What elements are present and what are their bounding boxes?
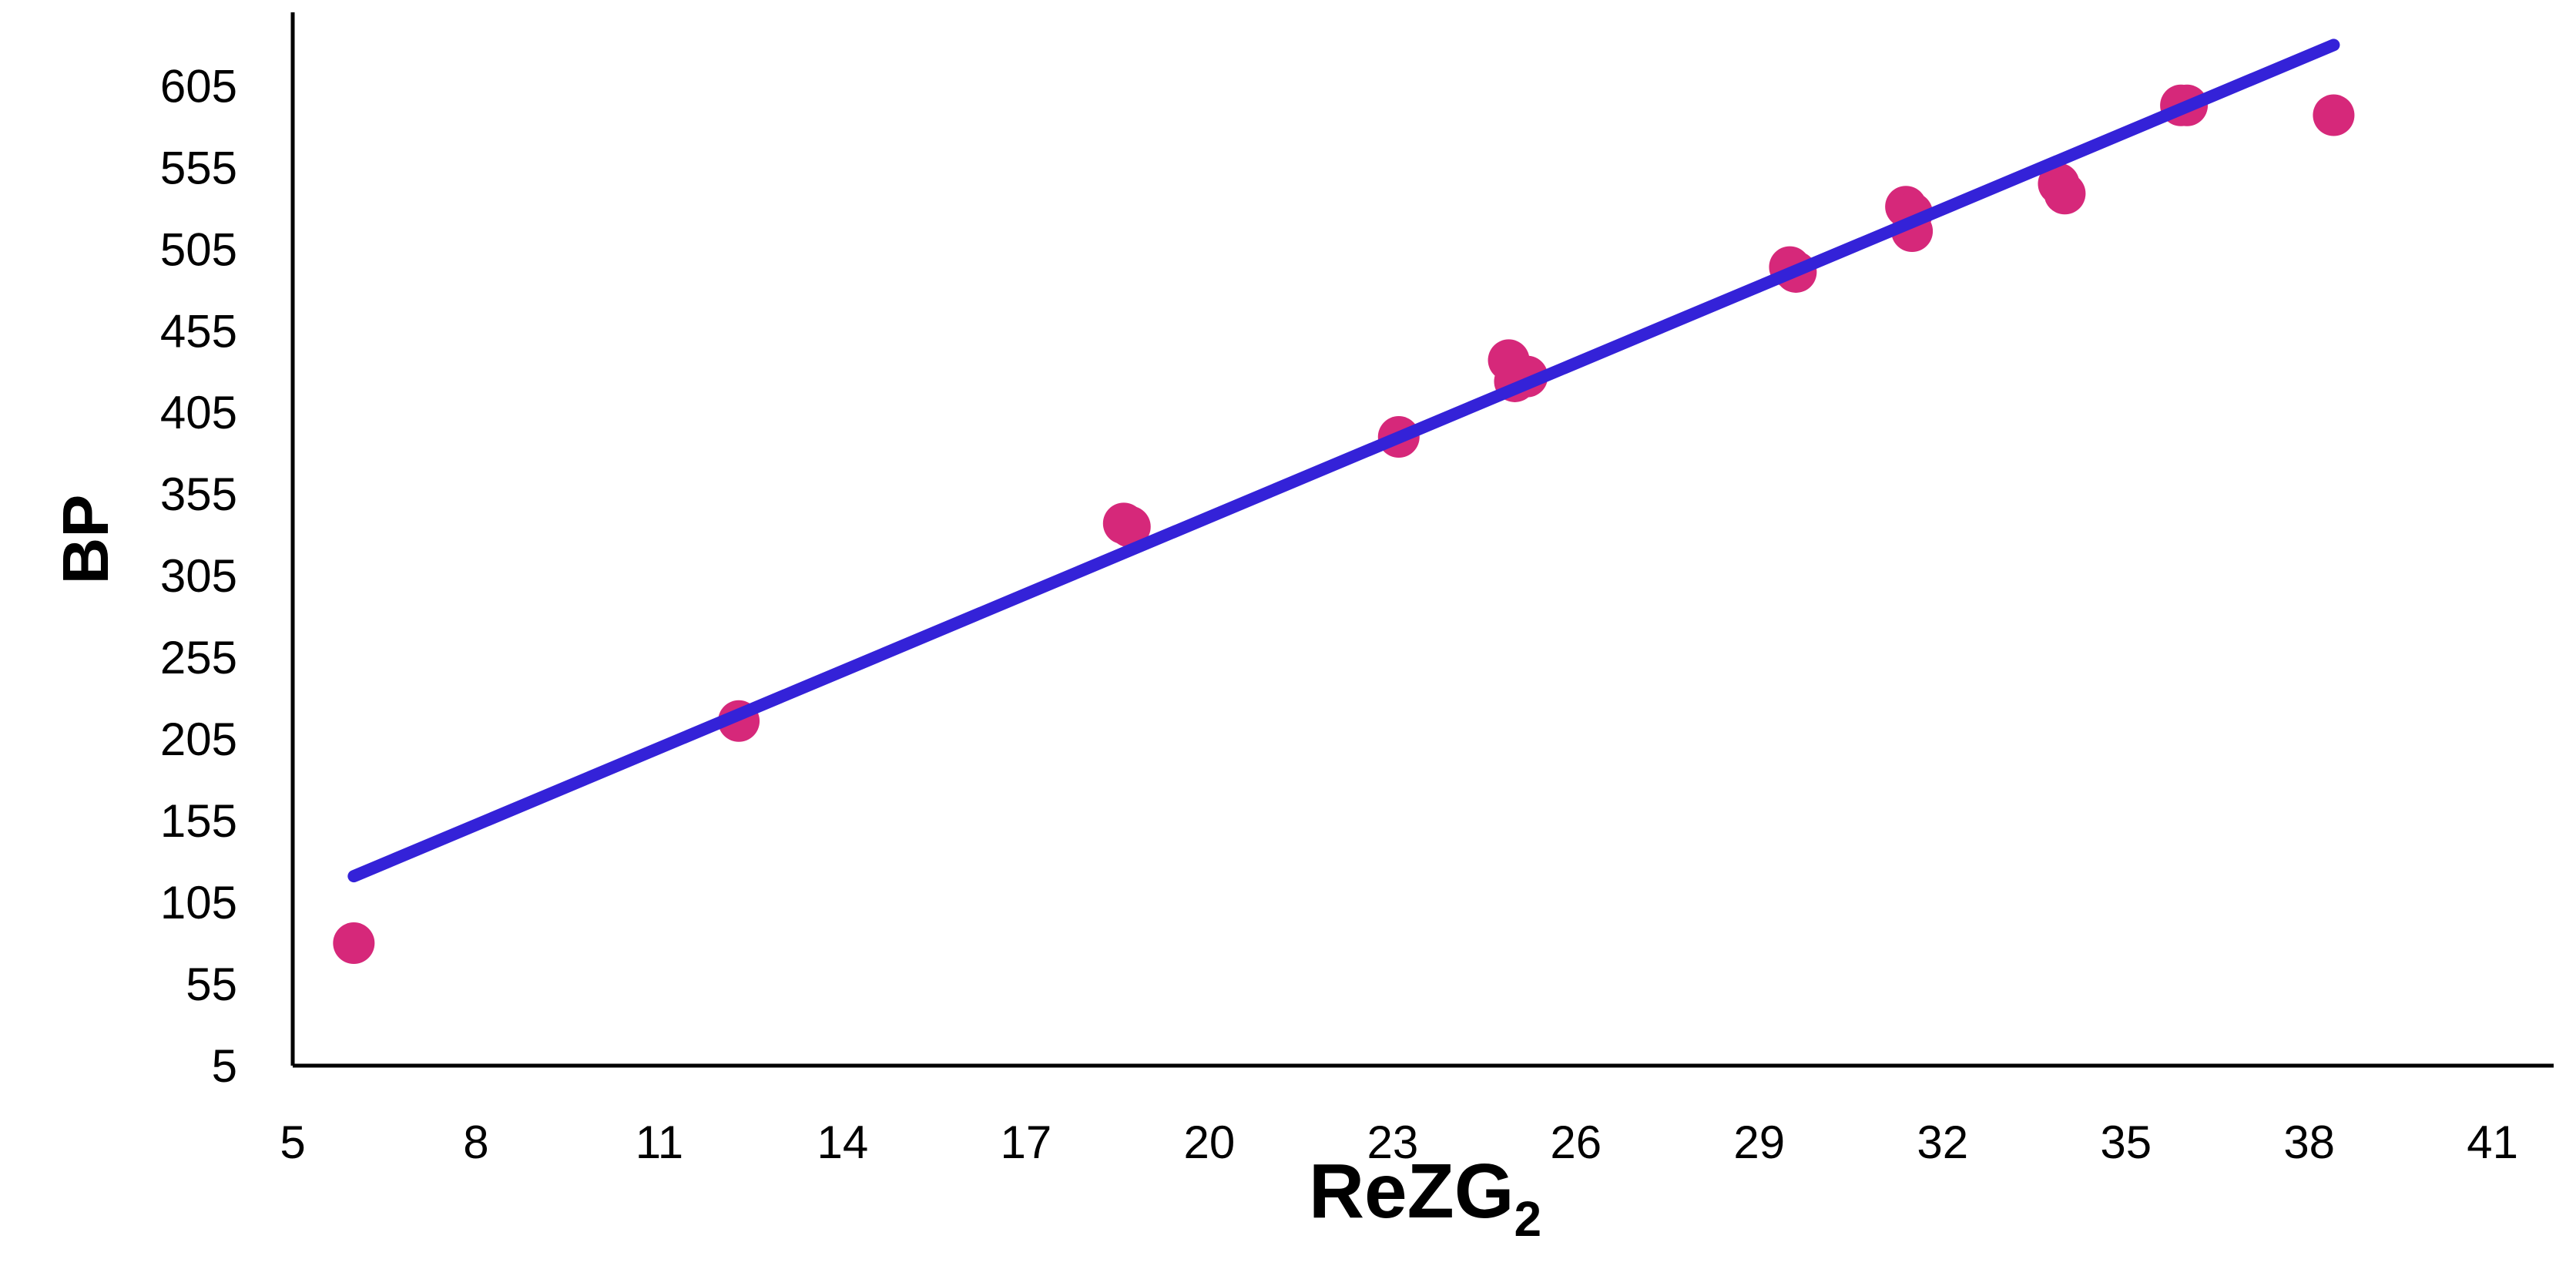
y-tick-label: 355 [160,468,237,520]
x-tick-label: 38 [2283,1116,2335,1168]
y-tick-label: 405 [160,387,237,438]
x-tick-label: 8 [463,1116,488,1168]
x-tick-label: 41 [2467,1116,2518,1168]
x-tick-label: 32 [1917,1116,1968,1168]
data-point [333,922,375,965]
x-tick-label: 11 [636,1116,683,1168]
y-tick-label: 5 [212,1040,237,1092]
x-tick-label: 29 [1733,1116,1785,1168]
x-tick-label: 17 [1001,1116,1052,1168]
y-tick-label: 155 [160,795,237,847]
x-tick-label: 14 [817,1116,869,1168]
y-tick-label: 205 [160,714,237,765]
y-tick-label: 505 [160,223,237,275]
y-tick-label: 555 [160,142,237,193]
y-tick-label: 55 [186,959,237,1010]
y-tick-label: 605 [160,60,237,112]
x-axis-tick-labels: 5 8 11 14 17 20 23 26 29 32 35 38 41 [280,1116,2518,1168]
x-tick-label: 26 [1550,1116,1602,1168]
x-axis-title-subscript: 2 [1514,1191,1542,1247]
x-tick-label: 23 [1367,1116,1418,1168]
y-tick-label: 105 [160,877,237,928]
x-tick-label: 20 [1183,1116,1235,1168]
y-tick-label: 255 [160,632,237,683]
y-axis-title: BP [49,495,122,585]
data-point [2044,173,2086,215]
trendline [347,39,2340,883]
data-point [1109,505,1151,548]
x-axis-title-main: ReZG [1309,1148,1514,1234]
x-axis-title: ReZG2 [1309,1148,1541,1247]
data-points [333,84,2355,965]
y-tick-label: 305 [160,550,237,602]
y-tick-label: 455 [160,305,237,357]
data-point [2313,94,2355,136]
x-tick-label: 35 [2100,1116,2152,1168]
x-tick-label: 5 [280,1116,305,1168]
